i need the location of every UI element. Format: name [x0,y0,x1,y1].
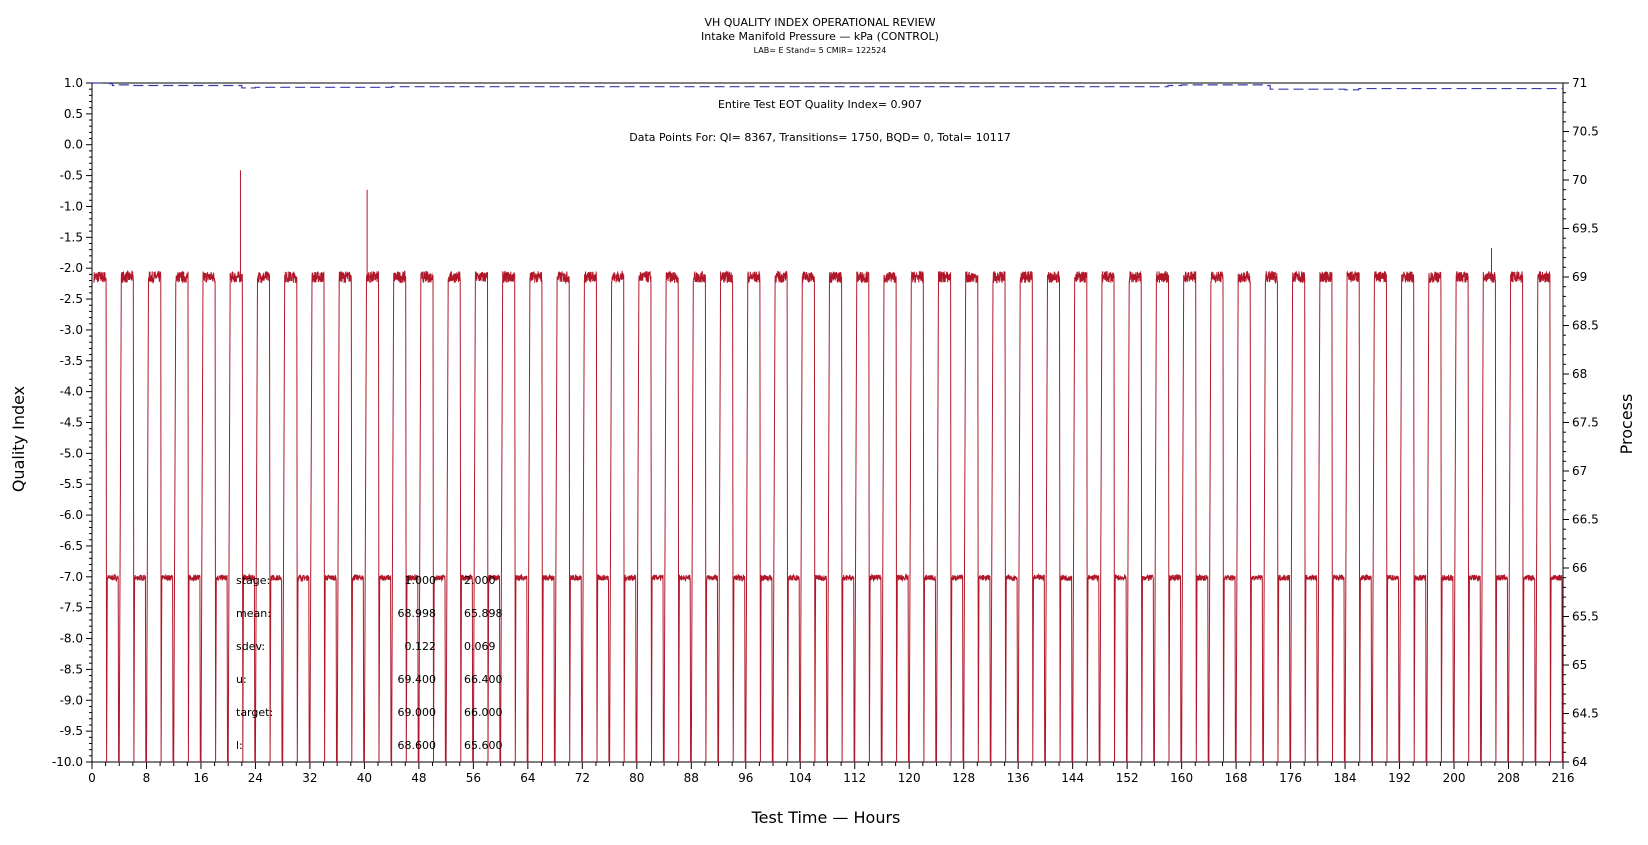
x-tick-label: 112 [843,771,866,785]
y-axis-label-right: Process [1617,394,1636,455]
x-tick-label: 136 [1007,771,1030,785]
y-left-tick-label: -8.5 [60,662,83,676]
x-tick-label: 80 [629,771,644,785]
stats-stage2-value: 65.600 [464,739,503,752]
stats-stage2-value: 66.000 [464,706,503,719]
stats-stage2-value: 65.898 [464,607,503,620]
y-left-tick-label: -9.0 [60,693,83,707]
chart-title: VH QUALITY INDEX OPERATIONAL REVIEW [704,16,935,29]
process-line [93,269,1563,763]
y-right-tick-label: 67 [1572,464,1587,478]
series-layer [92,82,1563,763]
x-tick-label: 216 [1552,771,1575,785]
x-tick-label: 208 [1497,771,1520,785]
y-left-tick-label: -1.0 [60,199,83,213]
x-tick-label: 88 [684,771,699,785]
axis-ticks: 0 8 16 24 32 40 48 56 64 72 80 88 96 104 112 120 128 136 1… [52,76,1599,785]
x-tick-label: 72 [575,771,590,785]
stats-table: stage: 1.000 2.000 mean: 68.998 65.898 sdev: 0.… [236,574,503,752]
x-tick-label: 168 [1225,771,1248,785]
stats-stage1-value: 1.000 [405,574,437,587]
y-right-tick-label: 68.5 [1572,319,1599,333]
annotation-quality-index: Entire Test EOT Quality Index= 0.907 [718,98,922,111]
x-tick-label: 96 [738,771,753,785]
stats-row-label: sdev: [236,640,265,653]
chart-subtitle: Intake Manifold Pressure — kPa (CONTROL) [701,30,939,43]
stats-stage1-value: 68.998 [398,607,437,620]
y-right-tick-label: 70.5 [1572,125,1599,139]
y-axis-label-left: Quality Index [9,386,28,492]
x-tick-label: 48 [411,771,426,785]
x-tick-label: 56 [466,771,481,785]
stats-stage1-value: 68.600 [398,739,437,752]
stats-row-label: mean: [236,607,271,620]
y-right-tick-label: 68 [1572,367,1587,381]
y-left-tick-label: 1.0 [64,76,83,90]
y-left-tick-label: -3.5 [60,354,83,368]
y-left-tick-label: -9.5 [60,724,83,738]
y-left-tick-label: -6.5 [60,539,83,553]
x-tick-label: 160 [1170,771,1193,785]
x-tick-label: 32 [302,771,317,785]
chart-subtitle-lab: LAB= E Stand= 5 CMIR= 122524 [754,46,887,55]
y-right-tick-label: 65 [1572,658,1587,672]
y-left-tick-label: 0.0 [64,138,83,152]
x-tick-label: 16 [193,771,208,785]
stats-stage1-value: 69.400 [398,673,437,686]
stats-stage1-value: 0.122 [405,640,437,653]
x-tick-label: 64 [520,771,535,785]
stats-row-label: stage: [236,574,270,587]
stats-stage1-value: 69.000 [398,706,437,719]
y-right-tick-label: 66 [1572,561,1587,575]
y-left-tick-label: -0.5 [60,169,83,183]
y-right-tick-label: 65.5 [1572,610,1599,624]
x-tick-label: 184 [1334,771,1357,785]
x-tick-label: 176 [1279,771,1302,785]
x-tick-label: 120 [898,771,921,785]
x-tick-label: 40 [357,771,372,785]
stats-row-label: l: [236,739,243,752]
x-tick-label: 0 [88,771,96,785]
y-left-tick-label: -2.0 [60,261,83,275]
x-tick-label: 8 [143,771,151,785]
y-left-tick-label: -5.0 [60,446,83,460]
x-tick-label: 128 [952,771,975,785]
y-left-tick-label: -1.5 [60,230,83,244]
annotation-data-points: Data Points For: QI= 8367, Transitions= … [629,131,1011,144]
x-tick-label: 24 [248,771,263,785]
y-right-tick-label: 66.5 [1572,513,1599,527]
stats-stage2-value: 2.000 [464,574,496,587]
y-left-tick-label: -3.0 [60,323,83,337]
x-tick-label: 200 [1443,771,1466,785]
y-right-tick-label: 69 [1572,270,1587,284]
stats-stage2-value: 66.400 [464,673,503,686]
y-right-tick-label: 67.5 [1572,416,1599,430]
x-tick-label: 152 [1116,771,1139,785]
y-left-tick-label: -8.0 [60,632,83,646]
stats-stage2-value: 0.069 [464,640,496,653]
stats-row-label: u: [236,673,247,686]
x-axis-label: Test Time — Hours [751,808,901,827]
y-right-tick-label: 71 [1572,76,1587,90]
stats-row-label: target: [236,706,273,719]
x-tick-label: 192 [1388,771,1411,785]
y-right-tick-label: 64 [1572,755,1587,769]
y-left-tick-label: -6.0 [60,508,83,522]
y-left-tick-label: -2.5 [60,292,83,306]
quality-index-line [92,82,1563,91]
y-right-tick-label: 64.5 [1572,707,1599,721]
y-left-tick-label: -10.0 [52,755,83,769]
y-left-tick-label: -4.5 [60,416,83,430]
y-right-tick-label: 70 [1572,173,1587,187]
y-left-tick-label: -7.0 [60,570,83,584]
y-left-tick-label: 0.5 [64,107,83,121]
y-left-tick-label: -5.5 [60,477,83,491]
y-left-tick-label: -7.5 [60,601,83,615]
y-right-tick-label: 69.5 [1572,222,1599,236]
x-tick-label: 104 [789,771,812,785]
x-tick-label: 144 [1061,771,1084,785]
y-left-tick-label: -4.0 [60,385,83,399]
